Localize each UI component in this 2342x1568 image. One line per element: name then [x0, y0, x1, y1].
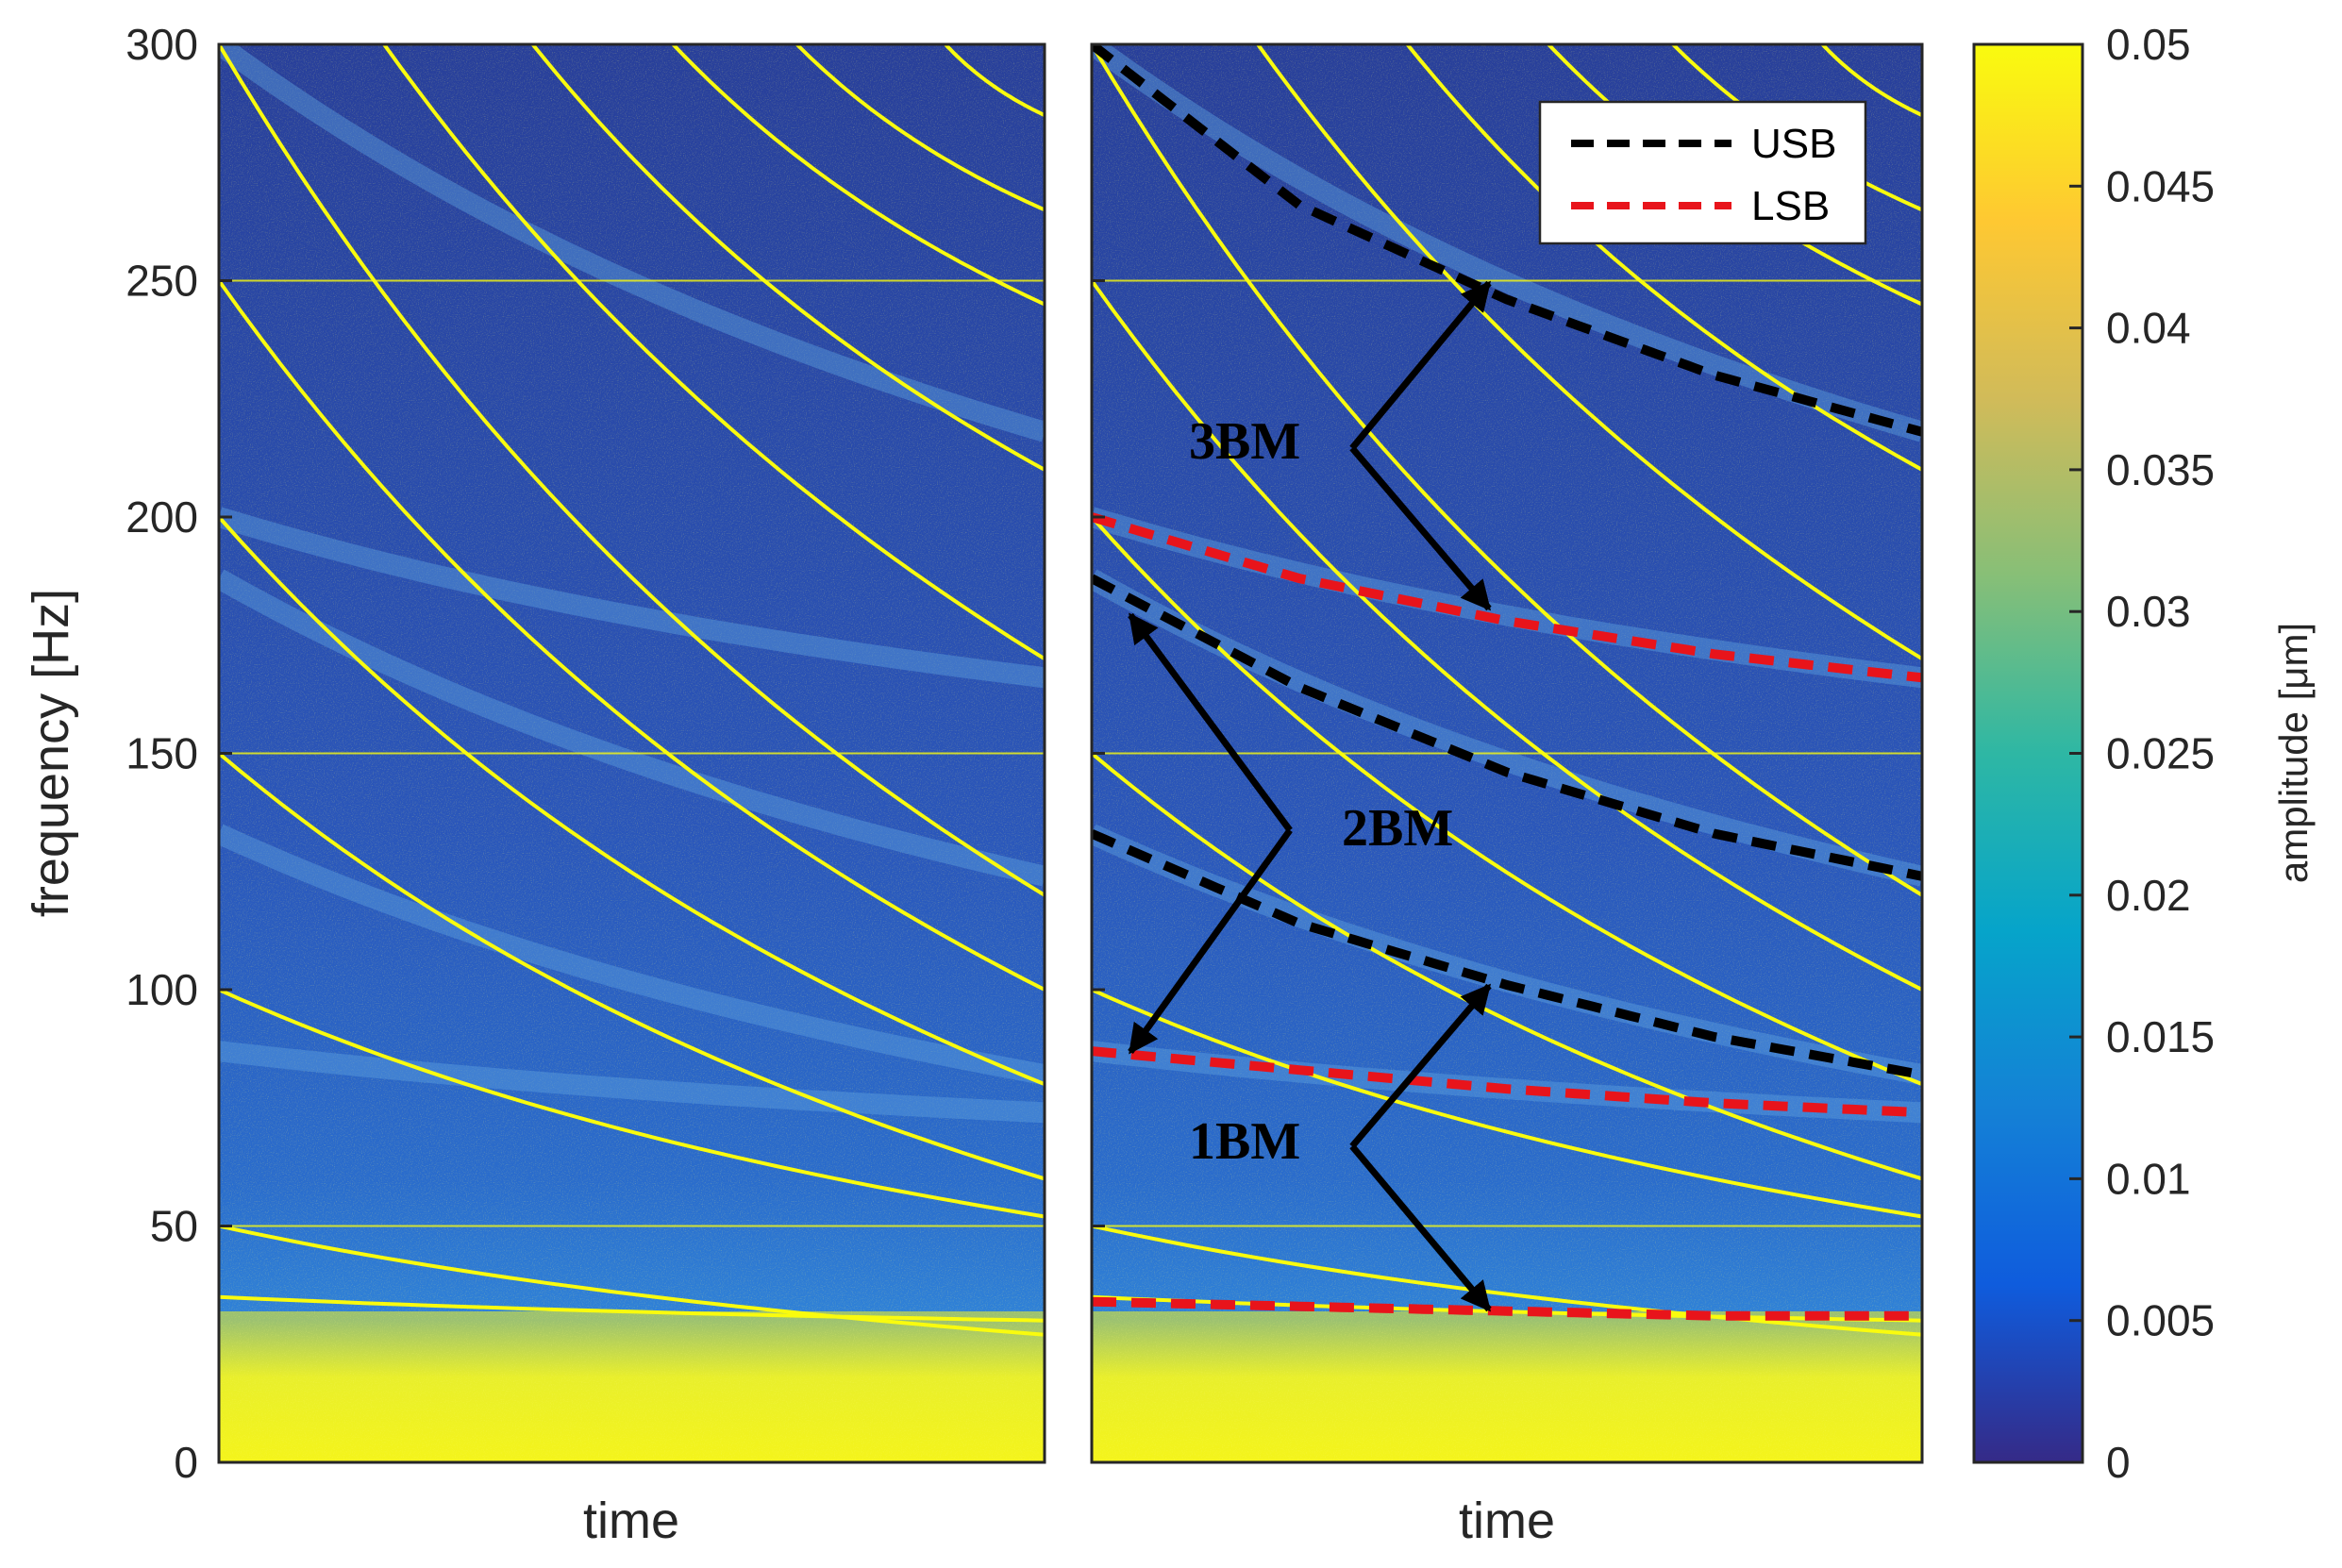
y-tick-label: 250	[125, 257, 198, 306]
colorbar-ticks: 0 0.005 0.01 0.015 0.02 0.025 0.03 0.035 0.04 0.0…	[2069, 20, 2215, 1487]
legend-lsb-label: LSB	[1751, 183, 1830, 229]
left-entering-line-1	[530, 44, 1045, 472]
annotation-2bm: 2BM	[1128, 612, 1453, 1055]
3bm-arrow-up	[1349, 280, 1492, 451]
y-axis-label: frequency [Hz]	[23, 589, 79, 917]
1bm-arrow-up	[1349, 983, 1492, 1149]
right-entering-line-1	[1405, 44, 1922, 472]
right-spectrogram-panel	[1090, 42, 1924, 1464]
right-sweep-line-0	[1092, 44, 1922, 897]
series-usb-2	[1092, 574, 1922, 881]
right-entering-line-4	[1820, 44, 1922, 117]
colorbar-tick-label: 0.03	[2106, 587, 2191, 636]
colorbar-tick-label: 0.015	[2106, 1012, 2215, 1061]
series-lsb-5	[1092, 1296, 1922, 1321]
left-spectrogram-panel	[217, 42, 1046, 1464]
colorbar-tick-label: 0	[2106, 1438, 2131, 1487]
left-x-axis-label: time	[583, 1493, 679, 1549]
left-faint-band-1	[219, 507, 1045, 689]
left-faint-band-4	[219, 1041, 1045, 1124]
colorbar-tick-label: 0.045	[2106, 161, 2215, 210]
left-entering-line-4	[944, 44, 1045, 117]
colorbar-tick-label: 0.05	[2106, 20, 2191, 69]
legend-usb-label: USB	[1751, 121, 1836, 167]
colorbar-label: amplitude [μm]	[2271, 623, 2316, 883]
mode-annotations: 3BM 2BM 1BM	[1128, 280, 1492, 1312]
right-faint-band-1	[1092, 507, 1922, 689]
label-3bm: 3BM	[1189, 412, 1300, 471]
right-sweep-line-5	[1092, 1224, 1922, 1337]
colorbar-tick-label: 0.01	[2106, 1154, 2191, 1203]
left-entering-line-3	[795, 44, 1045, 212]
left-sweep-line-4	[219, 988, 1045, 1219]
left-sweep-line-3	[219, 751, 1045, 1181]
left-faint-band-3	[219, 824, 1045, 1086]
left-sweep-line-0	[219, 44, 1045, 897]
left-entering-line-0	[382, 44, 1045, 660]
colorbar: 0 0.005 0.01 0.015 0.02 0.025 0.03 0.035 0.04 0.0…	[1972, 20, 2316, 1487]
colorbar-tick-label: 0.04	[2106, 304, 2191, 353]
right-sweep-line-3	[1092, 751, 1922, 1181]
series-lsb-4	[1092, 1046, 1922, 1118]
colorbar-tick-label: 0.02	[2106, 871, 2191, 920]
colorbar-tick-label: 0.025	[2106, 729, 2215, 778]
right-entering-line-0	[1256, 44, 1922, 661]
left-sweep-line-1	[219, 279, 1045, 992]
3bm-arrow-down	[1349, 445, 1492, 611]
left-sweep-line-2	[219, 515, 1045, 1087]
y-tick-label: 150	[125, 729, 198, 778]
y-axis: 0 50 100 150 200 250 300	[125, 20, 1105, 1487]
right-x-axis-label: time	[1459, 1493, 1555, 1549]
annotation-3bm: 3BM	[1189, 280, 1492, 611]
right-faint-band-2	[1092, 569, 1922, 887]
label-2bm: 2BM	[1342, 799, 1453, 858]
label-1bm: 1BM	[1189, 1112, 1300, 1171]
series-usb-0	[1092, 44, 1922, 437]
right-sweep-line-1	[1092, 279, 1922, 992]
annotation-1bm: 1BM	[1189, 983, 1492, 1312]
legend: USB LSB	[1538, 100, 1867, 245]
left-sweep-line-5	[219, 1224, 1045, 1337]
right-sweep-line-4	[1092, 988, 1922, 1219]
2bm-arrow-down	[1128, 827, 1293, 1055]
2bm-arrow-up	[1128, 612, 1293, 833]
y-tick-label: 50	[150, 1202, 198, 1251]
y-tick-label: 200	[125, 492, 198, 542]
colorbar-tick-label: 0.035	[2106, 445, 2215, 494]
y-tick-label: 0	[174, 1438, 198, 1487]
left-entering-line-2	[671, 44, 1045, 307]
series-usb-3	[1092, 829, 1922, 1080]
left-sweep-line-6	[219, 1294, 1045, 1323]
colorbar-tick-label: 0.005	[2106, 1296, 2215, 1345]
y-tick-label: 100	[125, 965, 198, 1014]
colorbar-gradient	[1972, 42, 2084, 1464]
left-faint-band-2	[219, 569, 1045, 887]
y-tick-label: 300	[125, 20, 198, 69]
legend-box	[1538, 100, 1867, 245]
1bm-arrow-down	[1349, 1143, 1492, 1312]
right-sweep-line-2	[1092, 515, 1922, 1087]
